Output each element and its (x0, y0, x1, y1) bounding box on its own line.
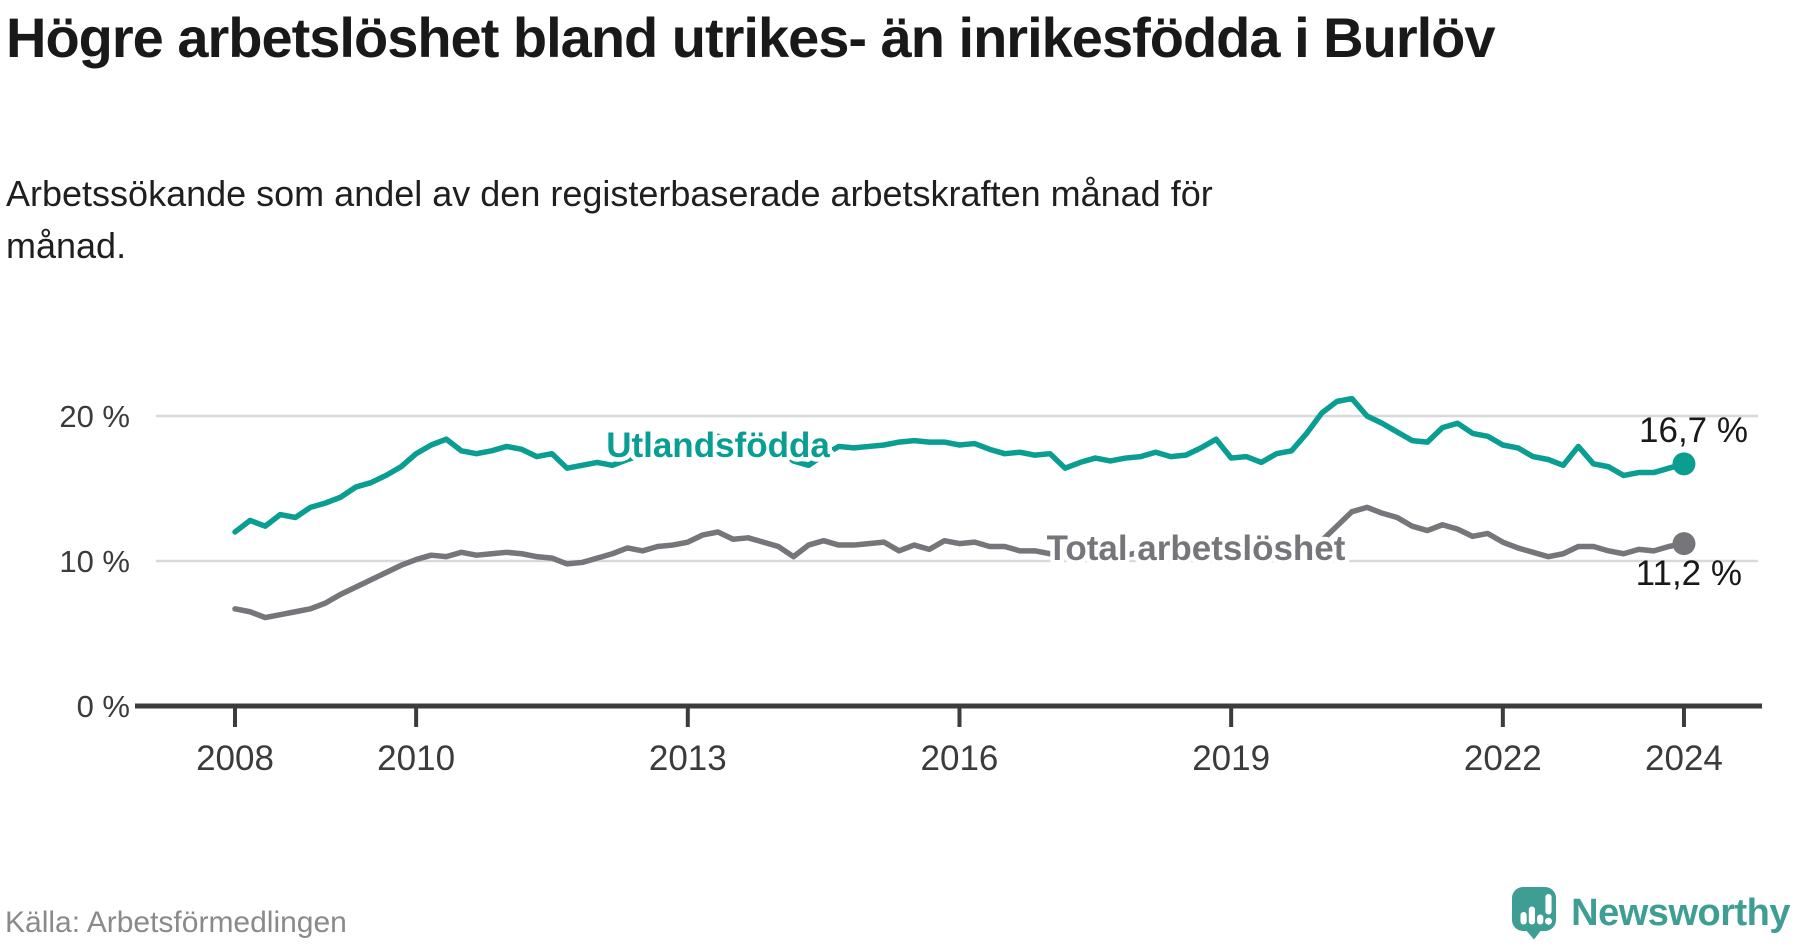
x-axis-label: 2008 (196, 739, 274, 778)
y-axis-label: 10 % (59, 544, 130, 579)
line-utlandsfodda (232, 395, 1687, 535)
series-label-total: Total arbetslöshet (1047, 529, 1346, 568)
x-axis-label: 2022 (1464, 739, 1542, 778)
x-axis-label: 2013 (649, 739, 727, 778)
y-axis-label: 0 % (77, 689, 130, 724)
line-total (232, 504, 1687, 621)
series-label-utlandsfodda: Utlandsfödda (606, 426, 830, 465)
newsworthy-logo-text: Newsworthy (1571, 891, 1790, 934)
newsworthy-logo: Newsworthy (1511, 884, 1790, 942)
y-axis-label: 20 % (59, 399, 130, 434)
chart-subtitle: Arbetssökande som andel av den registerb… (6, 173, 1213, 267)
source-caption: Källa: Arbetsförmedlingen (5, 906, 347, 939)
x-axis-label: 2010 (377, 739, 455, 778)
x-axis-label: 2016 (921, 739, 999, 778)
end-value-label-total: 11,2 % (1636, 554, 1742, 593)
end-dot-total (1672, 532, 1696, 556)
x-axis-label: 2024 (1645, 739, 1723, 778)
end-dot-utlandsfodda (1672, 452, 1696, 476)
chart-title: Högre arbetslöshet bland utrikes- än inr… (6, 6, 1496, 69)
x-axis-label: 2019 (1192, 739, 1270, 778)
newsworthy-logo-icon (1512, 887, 1557, 940)
end-value-label-utlandsfodda: 16,7 % (1639, 411, 1748, 450)
